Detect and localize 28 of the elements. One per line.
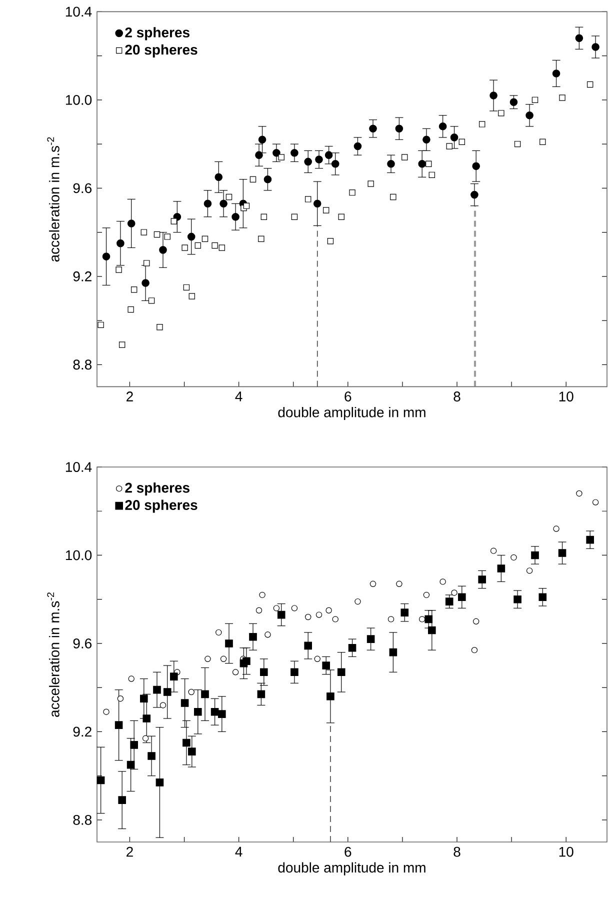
- y-axis-title: acceleration in m.s$^{-2}$: [47, 137, 60, 262]
- x-tick-label: 4: [235, 392, 242, 402]
- y-tick-label: 9.2: [73, 271, 92, 282]
- y-tick-label: 10.4: [66, 462, 92, 472]
- x-tick-label: 2: [126, 392, 133, 402]
- y-axis-title: acceleration in m.s$^{-2}$: [47, 592, 60, 717]
- x-tick-label: 4: [235, 846, 242, 856]
- x-tick-label: 6: [344, 392, 352, 402]
- y-tick-label: 8.8: [73, 814, 92, 825]
- y-tick-label: 10.4: [66, 6, 92, 17]
- y-tick-label: 10.0: [66, 94, 92, 105]
- y-tick-label: 10.0: [66, 550, 92, 560]
- y-tick-label: 8.8: [73, 360, 92, 370]
- legend-label: 2 spheres: [125, 482, 190, 496]
- y-tick-label: 9.6: [73, 638, 92, 648]
- legend-label: 2 spheres: [125, 27, 190, 40]
- x-tick-label: 6: [344, 846, 352, 857]
- x-axis-title: double amplitude in mm: [278, 407, 426, 420]
- x-tick-label: 10: [559, 846, 574, 857]
- legend-label: 20 spheres: [125, 44, 198, 58]
- y-tick-label: 9.2: [73, 726, 92, 737]
- x-tick-label: 2: [126, 846, 133, 857]
- x-axis-title: double amplitude in mm: [278, 862, 426, 876]
- x-tick-label: 10: [559, 392, 574, 402]
- x-tick-label: 8: [454, 846, 460, 857]
- y-tick-label: 9.6: [73, 183, 92, 194]
- legend-label: 20 spheres: [125, 500, 198, 513]
- x-tick-label: 8: [454, 392, 460, 402]
